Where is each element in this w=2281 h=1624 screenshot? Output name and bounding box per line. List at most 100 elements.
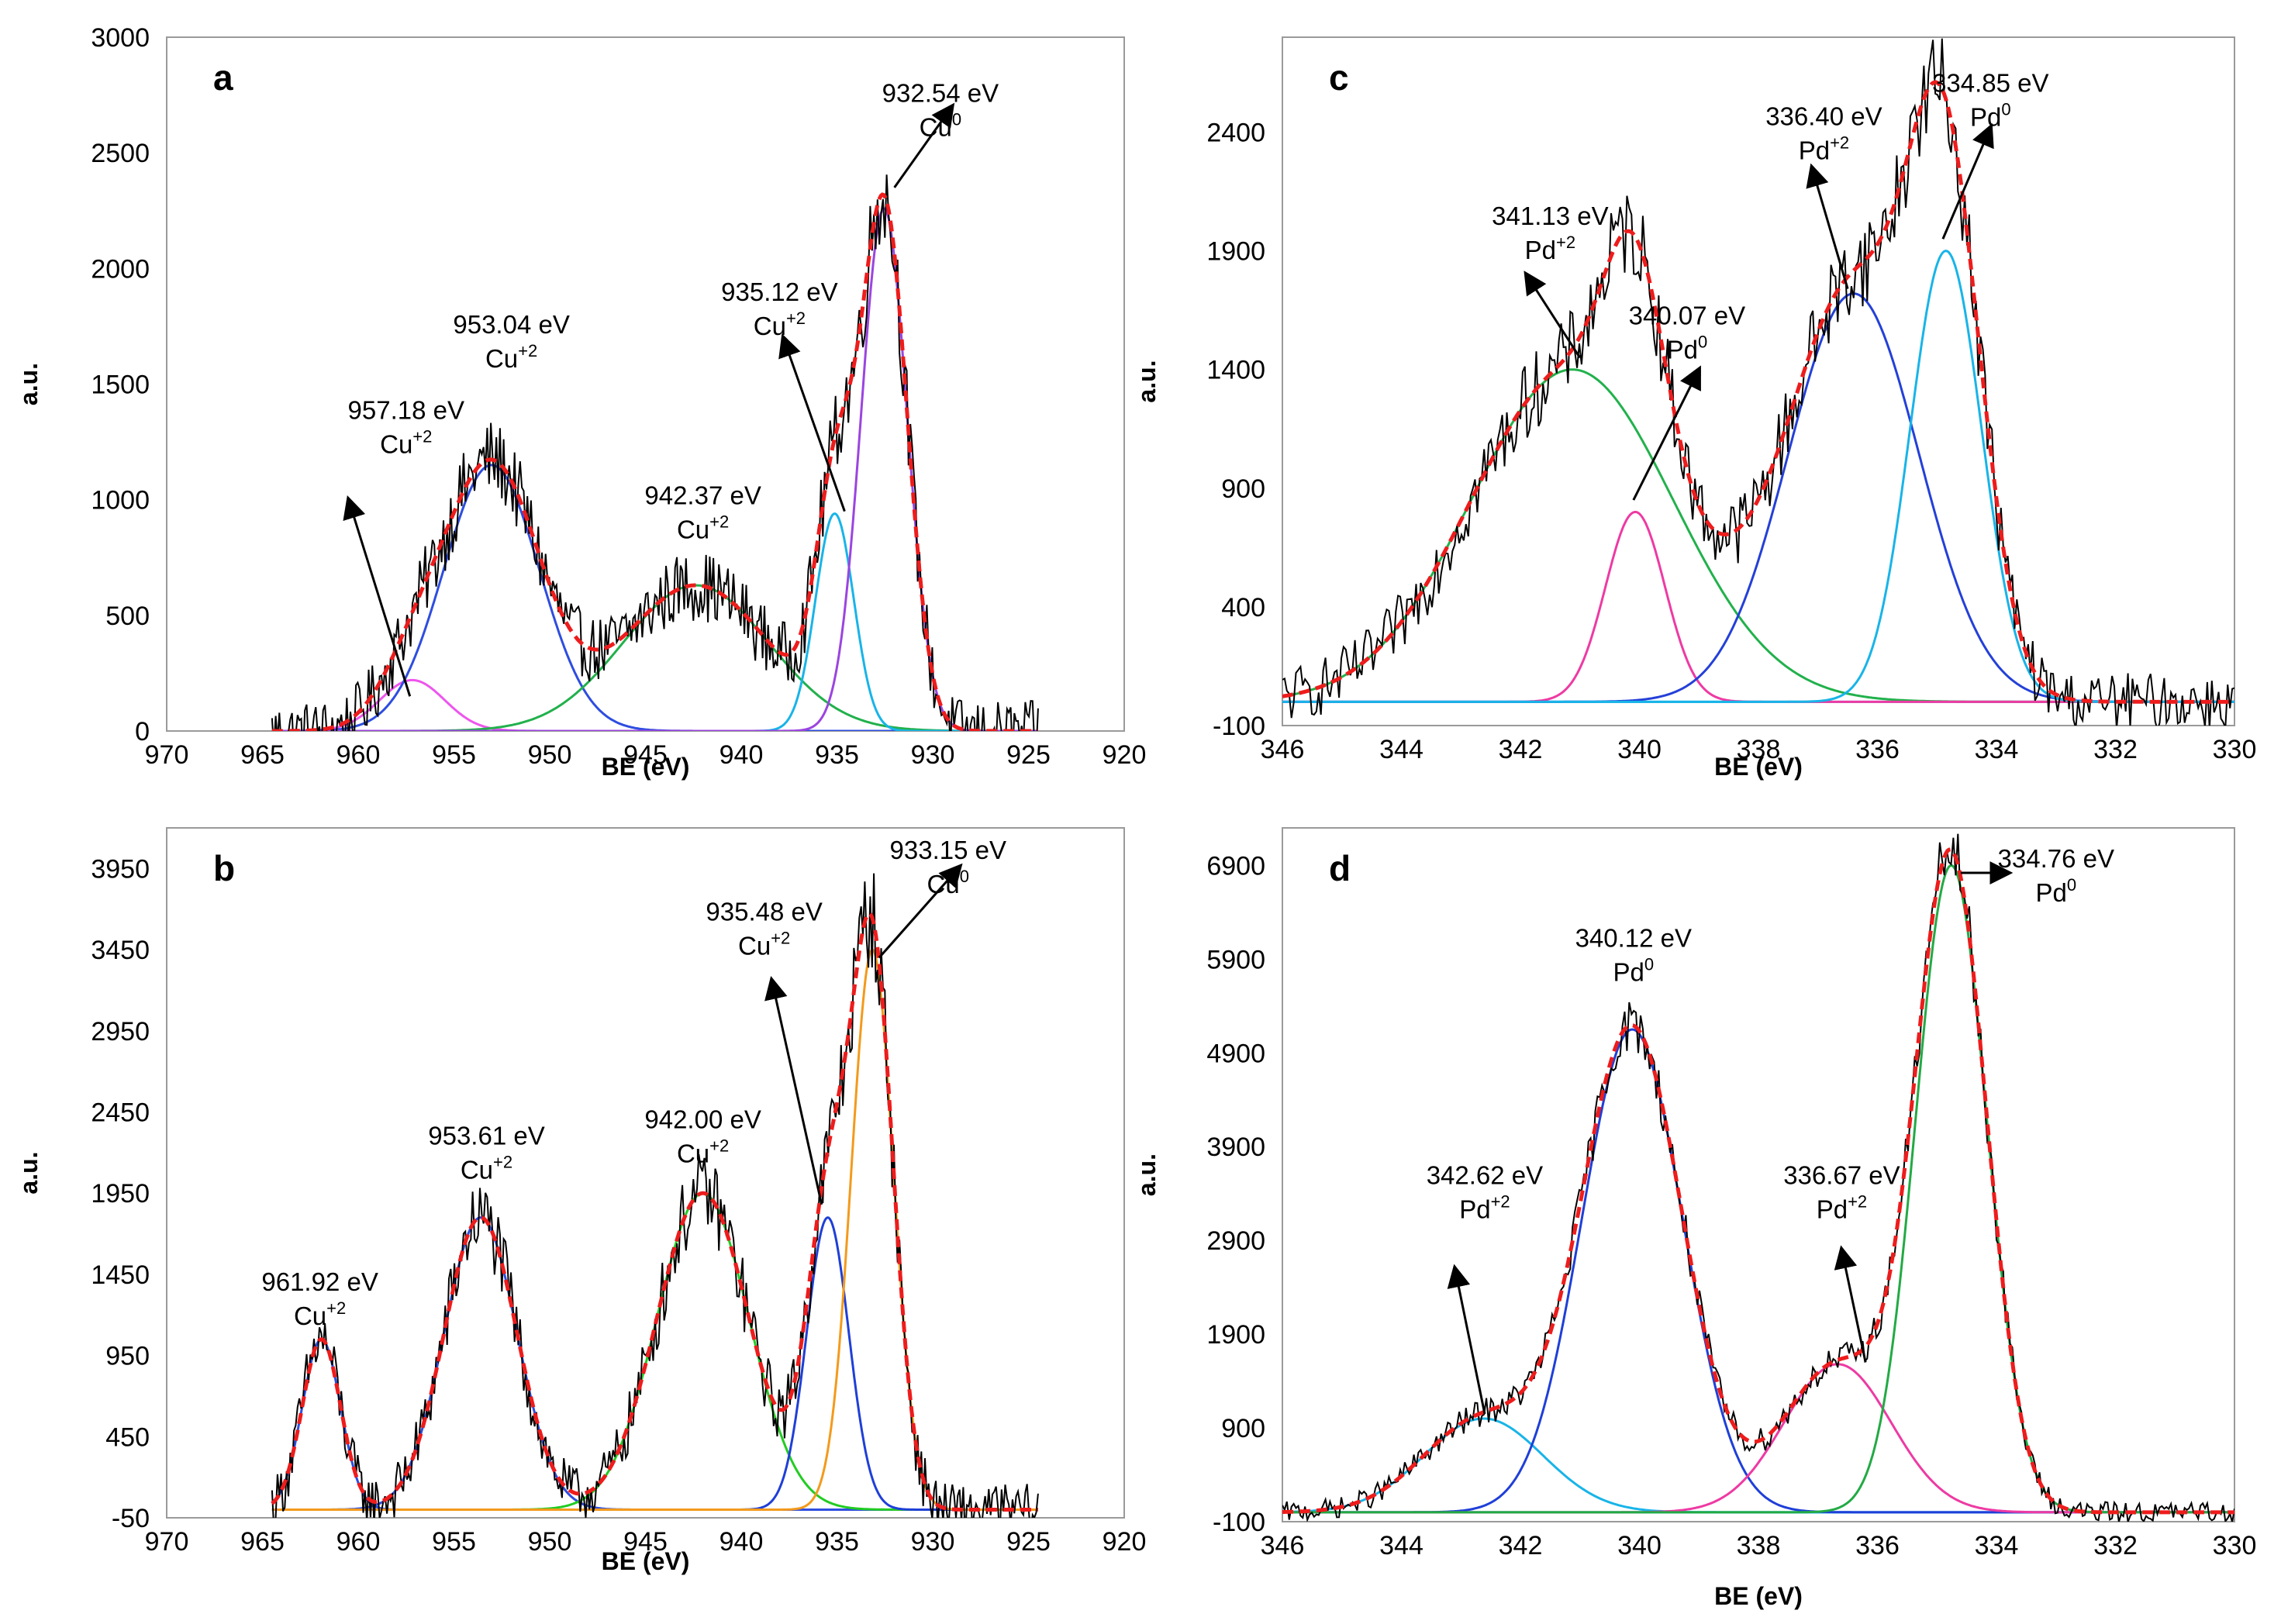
annotation-element: Pd xyxy=(2035,878,2066,907)
annotation-charge: +2 xyxy=(412,426,432,446)
y-axis-title: a.u. xyxy=(15,1151,43,1194)
y-tick-label: 500 xyxy=(105,602,150,631)
x-tick-label: 334 xyxy=(1975,735,2019,764)
annotation-charge: 0 xyxy=(960,867,969,886)
x-tick-label: 930 xyxy=(911,740,955,770)
x-tick-label: 340 xyxy=(1617,1531,1662,1560)
plot-area xyxy=(271,174,1039,731)
raw-spectrum xyxy=(1282,38,2234,726)
y-tick-label: 4900 xyxy=(1206,1039,1265,1068)
x-tick-label: 955 xyxy=(432,1527,476,1557)
annotation-element: Cu xyxy=(294,1302,326,1330)
annotation-arrow xyxy=(1806,163,1849,290)
component-peak-935.12 xyxy=(271,512,1038,731)
annotation-charge: 0 xyxy=(1644,955,1654,974)
annotation-energy: 932.54 eV xyxy=(882,79,999,108)
annotation-energy: 340.07 eV xyxy=(1629,302,1745,330)
x-tick-label: 970 xyxy=(145,1527,189,1557)
y-tick-label: 900 xyxy=(1221,1414,1265,1443)
y-tick-label: 2450 xyxy=(91,1098,150,1127)
annotation-element: Pd xyxy=(1817,1195,1848,1224)
x-tick-label: 955 xyxy=(432,740,476,770)
plot-frame xyxy=(1282,827,2235,1522)
y-tick-label: 2000 xyxy=(91,254,150,284)
x-tick-label: 336 xyxy=(1855,1531,1900,1560)
annotation-element: Cu xyxy=(677,515,709,544)
x-axis-title: BE (eV) xyxy=(602,753,690,781)
annotation-species: Cu+2 xyxy=(294,1298,346,1330)
annotation-element: Cu xyxy=(485,344,518,373)
y-tick-label: 0 xyxy=(135,717,150,746)
annotation-species: Pd+2 xyxy=(1525,233,1575,264)
x-tick-label: 332 xyxy=(2093,735,2138,764)
plot-area xyxy=(271,873,1039,1518)
y-tick-label: 1000 xyxy=(91,486,150,515)
panel-d: 346 344 342 340 338 336 334 332 330 -100 900 1900 29… xyxy=(1133,827,2257,1610)
annotation-energy: 942.00 eV xyxy=(644,1105,761,1133)
panel-label: c xyxy=(1329,57,1349,98)
x-tick-label: 935 xyxy=(815,740,859,770)
x-tick-label: 920 xyxy=(1103,740,1147,770)
annotation-species: Pd+2 xyxy=(1817,1192,1867,1224)
annotation-charge: +2 xyxy=(1556,233,1575,252)
component-peak-932.54 xyxy=(271,207,1038,731)
annotation-element: Pd xyxy=(1525,236,1556,264)
annotation-charge: +2 xyxy=(1848,1192,1867,1212)
peak-annotation: 935.12 eV Cu+2 xyxy=(721,278,846,512)
component-peak-942.37 xyxy=(271,584,1038,731)
annotation-charge: +2 xyxy=(709,1136,729,1155)
y-tick-label: 3450 xyxy=(91,936,150,965)
y-tick-label: 3950 xyxy=(91,854,150,884)
annotation-energy: 336.67 eV xyxy=(1783,1161,1900,1190)
peak-annotation: 933.15 eV Cu0 xyxy=(878,836,1006,959)
annotation-energy: 935.48 eV xyxy=(706,897,822,926)
annotation-arrow xyxy=(893,102,955,188)
x-axis-title: BE (eV) xyxy=(1714,1582,1803,1610)
raw-spectrum xyxy=(271,174,1039,731)
plot-area xyxy=(1282,38,2234,726)
annotation-charge: +2 xyxy=(771,928,790,947)
x-tick-label: 338 xyxy=(1737,735,1781,764)
x-tick-label: 945 xyxy=(623,1527,668,1557)
x-tick-label: 346 xyxy=(1261,735,1305,764)
annotation-species: Cu+2 xyxy=(738,928,790,960)
component-peak-341.13 xyxy=(1282,368,2234,703)
annotation-element: Cu xyxy=(920,113,952,142)
annotation-energy: 953.61 eV xyxy=(428,1121,544,1150)
x-tick-label: 332 xyxy=(2093,1531,2138,1560)
x-tick-label: 940 xyxy=(719,1527,764,1557)
y-tick-label: -100 xyxy=(1213,1508,1265,1537)
y-tick-label: 2400 xyxy=(1206,118,1265,147)
x-tick-label: 970 xyxy=(145,740,189,770)
annotation-element: Cu xyxy=(461,1155,493,1184)
peak-annotation: 340.07 eV Pd0 xyxy=(1629,302,1745,501)
annotation-energy: 935.12 eV xyxy=(721,278,837,306)
annotation-species: Cu0 xyxy=(920,110,961,142)
x-tick-label: 338 xyxy=(1737,1531,1781,1560)
peak-annotation: 942.00 eV Cu+2 xyxy=(644,1105,761,1167)
x-tick-label: 330 xyxy=(2213,1531,2257,1560)
panel-label: a xyxy=(213,57,233,98)
x-tick-label: 960 xyxy=(336,740,381,770)
annotation-element: Pd xyxy=(1459,1195,1490,1224)
annotation-energy: 961.92 eV xyxy=(261,1267,378,1296)
y-axis-title: a.u. xyxy=(1133,1153,1161,1196)
component-peak-334.76 xyxy=(1282,864,2234,1514)
y-tick-label: 1900 xyxy=(1206,1320,1265,1350)
annotation-arrow xyxy=(343,495,412,697)
x-tick-label: 342 xyxy=(1499,1531,1543,1560)
raw-spectrum xyxy=(271,873,1039,1518)
x-tick-label: 336 xyxy=(1855,735,1900,764)
annotation-element: Pd xyxy=(1667,336,1698,364)
y-tick-label: 1950 xyxy=(91,1179,150,1209)
y-tick-label: 900 xyxy=(1221,474,1265,504)
x-tick-label: 930 xyxy=(911,1527,955,1557)
annotation-arrow xyxy=(1632,365,1701,501)
